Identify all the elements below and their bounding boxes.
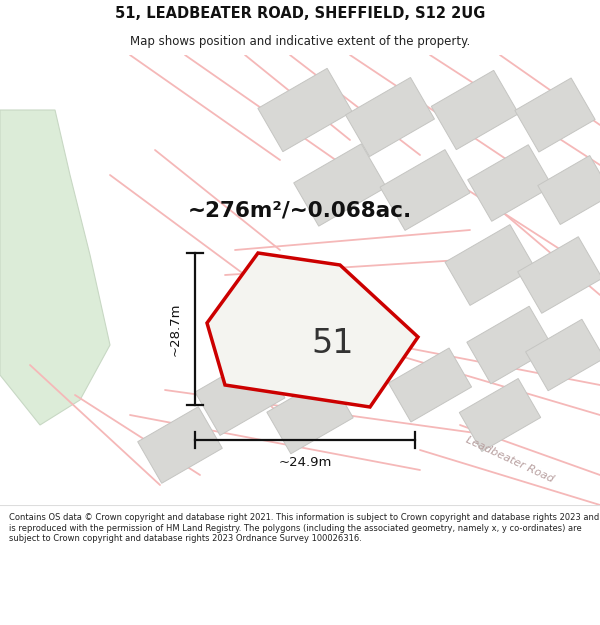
Polygon shape — [526, 319, 600, 391]
Text: Map shows position and indicative extent of the property.: Map shows position and indicative extent… — [130, 35, 470, 48]
Text: Leadbeater Road: Leadbeater Road — [464, 435, 556, 485]
Polygon shape — [445, 224, 535, 306]
Text: 51: 51 — [312, 327, 354, 360]
Polygon shape — [294, 144, 386, 226]
Polygon shape — [195, 354, 285, 436]
Polygon shape — [346, 78, 434, 156]
Text: 51, LEADBEATER ROAD, SHEFFIELD, S12 2UG: 51, LEADBEATER ROAD, SHEFFIELD, S12 2UG — [115, 6, 485, 21]
Polygon shape — [388, 348, 472, 422]
Text: ~276m²/~0.068ac.: ~276m²/~0.068ac. — [188, 200, 412, 220]
Polygon shape — [431, 71, 518, 149]
Text: Contains OS data © Crown copyright and database right 2021. This information is : Contains OS data © Crown copyright and d… — [9, 513, 599, 543]
Polygon shape — [460, 379, 541, 451]
Polygon shape — [467, 306, 553, 384]
Polygon shape — [518, 237, 600, 313]
Polygon shape — [258, 68, 352, 152]
Text: ~24.9m: ~24.9m — [278, 456, 332, 469]
Text: ~28.7m: ~28.7m — [169, 302, 182, 356]
Polygon shape — [267, 376, 353, 454]
Polygon shape — [137, 407, 223, 483]
Polygon shape — [380, 149, 470, 231]
Polygon shape — [467, 145, 553, 221]
Polygon shape — [538, 156, 600, 224]
Polygon shape — [515, 78, 595, 152]
Polygon shape — [0, 110, 110, 425]
Polygon shape — [207, 253, 418, 407]
